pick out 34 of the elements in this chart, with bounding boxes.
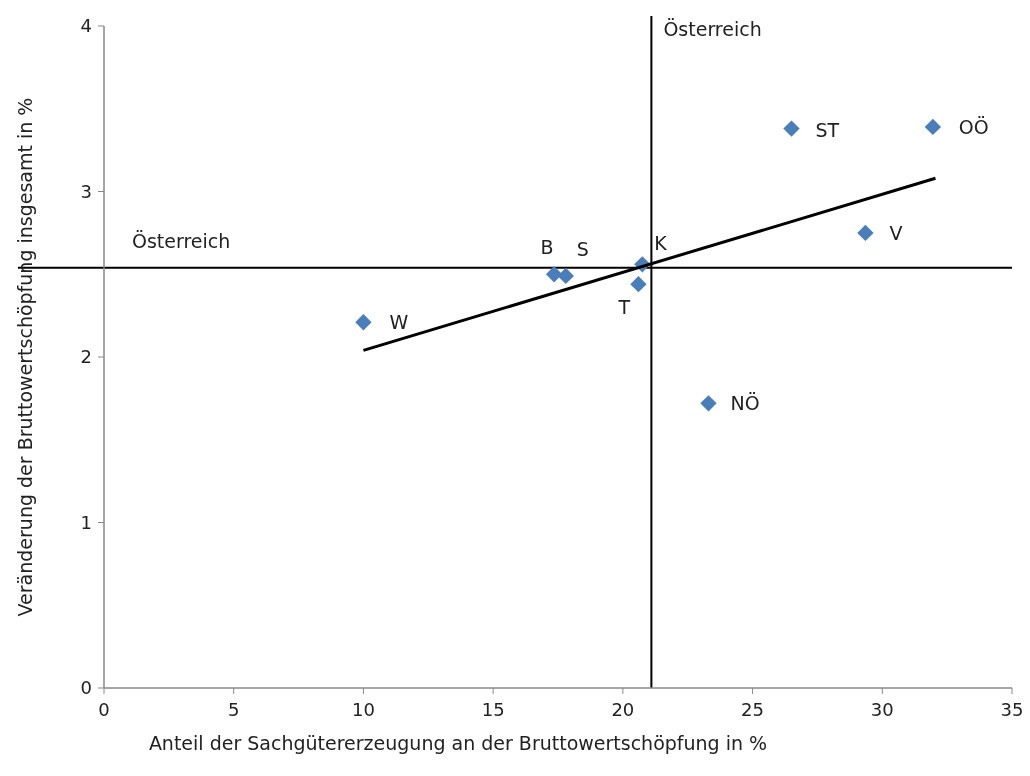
- annotation: S: [576, 237, 589, 260]
- point: [700, 395, 717, 412]
- point: [924, 118, 942, 136]
- x-tick-label: 0: [98, 699, 110, 720]
- annotation: T: [617, 296, 631, 319]
- point: [557, 267, 574, 285]
- annotation: B: [540, 236, 554, 259]
- annotation: V: [889, 221, 903, 244]
- ref-line-label: Österreich: [132, 229, 231, 252]
- y-tick-label: 0: [80, 677, 92, 699]
- y-tick-label: 3: [80, 180, 92, 202]
- x-tick-label: 15: [481, 699, 505, 720]
- ref-line-label: Österreich: [663, 18, 762, 40]
- x-tick-label: 30: [870, 699, 894, 720]
- annotation: W: [389, 311, 409, 334]
- point: [630, 276, 647, 293]
- annotation: NÖ: [730, 392, 760, 415]
- x-tick-label: 10: [351, 699, 375, 720]
- x-tick-label: 25: [741, 699, 765, 720]
- x-tick-label: 35: [1000, 699, 1024, 720]
- annotation: K: [654, 232, 668, 255]
- y-axis-title: Veränderung der Bruttowertschöpfung insgesamt in %: [14, 97, 36, 617]
- y-tick-label: 2: [80, 346, 92, 368]
- x-tick-label: 5: [227, 699, 240, 720]
- point: [545, 266, 563, 283]
- annotation: OÖ: [958, 115, 989, 138]
- x-axis-title: Anteil der Sachgütererzeugung an der Bruttowertschöpfung in %: [148, 732, 768, 754]
- point: [783, 120, 800, 137]
- y-tick-label: 4: [80, 15, 92, 37]
- point: [355, 314, 372, 331]
- point: [857, 224, 874, 242]
- x-tick-label: 20: [611, 699, 635, 720]
- y-tick-label: 1: [80, 511, 92, 533]
- annotation: ST: [815, 118, 840, 141]
